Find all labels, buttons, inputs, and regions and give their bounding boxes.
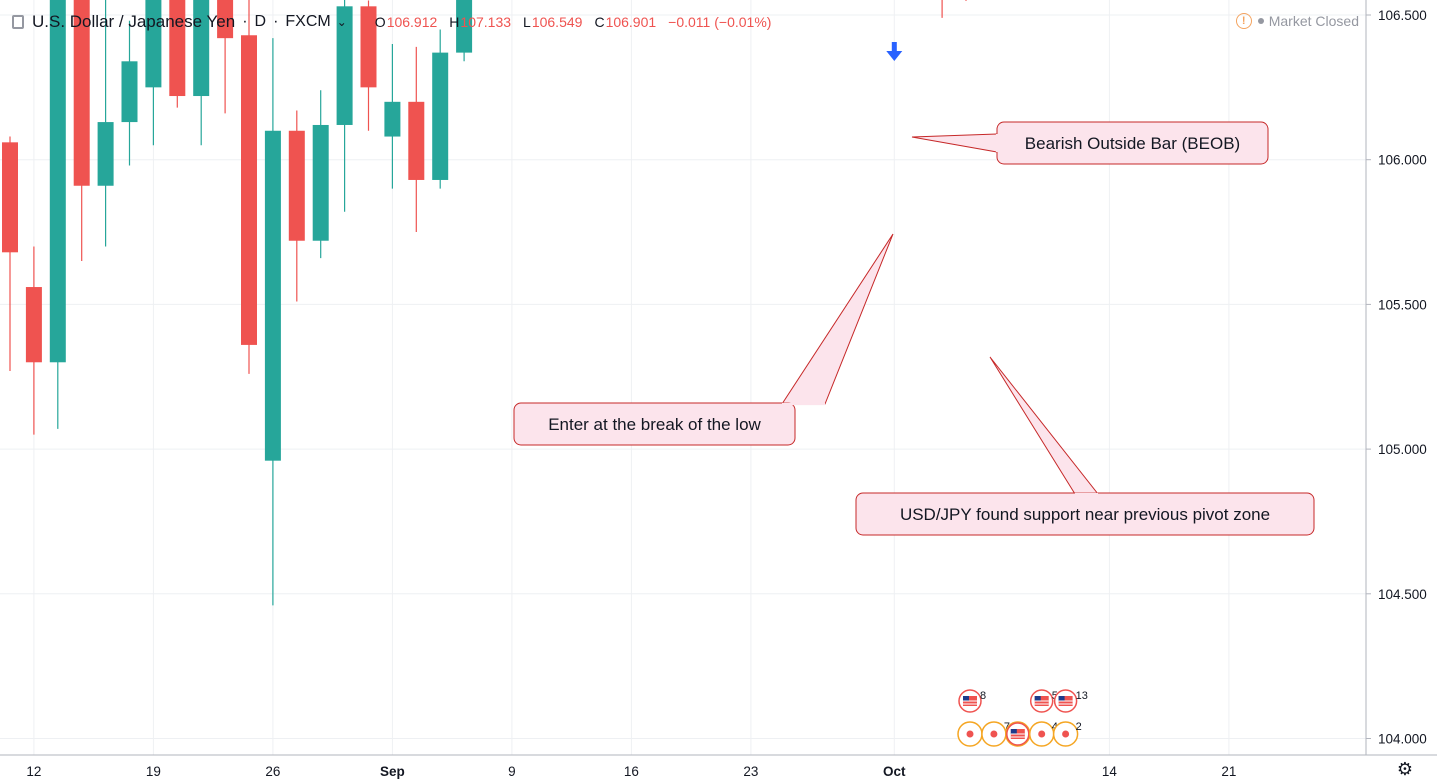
callout-pointer [989,356,1100,495]
grid-lines [0,0,1366,755]
candle-body [121,61,138,123]
callout-box [513,402,796,446]
close-value: 106.901 [605,14,657,30]
economic-events[interactable]: 8 5 13 7 4 2 [957,689,1088,747]
candle-body [432,52,449,180]
callout-pointer [911,133,998,153]
candles [2,0,967,606]
candle-body [217,0,234,39]
symbol-name[interactable]: U.S. Dollar / Japanese Yen [32,12,236,31]
x-tick-label: 19 [146,764,161,779]
y-tick-label: 104.000 [1378,732,1427,747]
candle-body [169,0,186,97]
status-dot-icon [1257,18,1264,24]
interval-label[interactable]: D [254,13,267,30]
low-value: 106.549 [531,14,583,30]
candle-body [336,6,353,125]
warning-icon: ! [1235,13,1252,29]
y-tick-label: 105.000 [1378,442,1427,457]
ohlc-values: O106.912 H107.133 L106.549 C106.901 −0.0… [374,14,772,30]
candle-body [2,142,18,253]
event-count: 8 [980,690,986,702]
callout-text: Bearish Outside Bar (BEOB) [1025,134,1240,153]
annotation-callout[interactable]: USD/JPY found support near previous pivo… [855,356,1315,536]
candle-body [264,130,281,461]
economic-event-other[interactable]: 2 [1052,721,1082,747]
candle-body [312,124,329,241]
economic-event-other[interactable]: 7 [981,721,1010,747]
arrow-down-icon [886,42,903,61]
open-value: 106.912 [386,14,438,30]
candle-body [145,0,162,88]
event-dot [990,730,998,738]
y-tick-label: 104.500 [1378,587,1427,602]
event-count: 13 [1076,690,1088,702]
us-flag-canton [1010,729,1017,734]
market-status[interactable]: ! Market Closed [1235,11,1359,31]
candle-body [288,130,305,241]
event-count: 2 [1076,721,1082,733]
candle-body [360,6,377,88]
candle-body [456,0,473,53]
high-value: 107.133 [460,14,512,30]
event-count: 4 [1052,721,1058,733]
us-flag-canton [963,696,969,701]
candle-body [73,0,90,186]
tradingview-logo-icon [10,14,26,30]
economic-event-other[interactable] [1005,721,1031,747]
y-tick-label: 106.000 [1378,153,1427,168]
event-count: 7 [1004,721,1010,733]
x-tick-label: 26 [265,764,280,779]
x-tick-label: 16 [624,764,639,779]
annotation-callout[interactable]: Bearish Outside Bar (BEOB) [911,121,1269,165]
economic-event-other[interactable] [957,721,983,747]
event-dot [1062,730,1070,738]
callout-text: USD/JPY found support near previous pivo… [900,505,1270,524]
callouts[interactable]: Bearish Outside Bar (BEOB) Enter at the b… [513,121,1315,536]
candle-body [408,101,425,180]
y-tick-label: 105.500 [1378,297,1427,312]
x-tick-label: 14 [1102,764,1118,779]
event-dot [966,730,974,738]
x-tick-label: 23 [743,764,758,779]
x-tick-label: 9 [508,764,516,779]
us-flag-canton [1034,696,1041,701]
economic-event-us[interactable]: 5 [1029,689,1058,713]
chevron-down-icon[interactable]: ⌄ [336,15,347,29]
economic-event-us[interactable]: 8 [958,689,986,713]
candle-body [241,35,257,345]
us-flag-canton [1058,696,1065,701]
candle-body [97,122,114,186]
x-tick-label: 12 [26,764,41,779]
candle-body [25,287,42,363]
y-tick-label: 106.500 [1378,8,1427,23]
event-dot [1038,730,1046,738]
down-arrow-marker [886,42,903,61]
economic-event-us[interactable]: 13 [1053,689,1088,713]
x-tick-label: Oct [883,764,906,779]
callout-pointer [781,233,894,405]
chart-header: U.S. Dollar / Japanese Yen · D · FXCM ⌄ … [10,10,771,34]
x-tick-label: 21 [1221,764,1236,779]
separator: · [242,13,248,30]
change-value: −0.011 (−0.01%) [668,14,772,30]
callout-text: Enter at the break of the low [548,415,761,434]
market-status-text: Market Closed [1268,13,1359,29]
exchange-label[interactable]: FXCM [285,13,331,30]
event-count: 5 [1052,690,1058,702]
candle-body [49,0,66,363]
annotation-callout[interactable]: Enter at the break of the low [513,233,894,446]
candle-body [193,0,210,97]
gear-icon[interactable]: ⚙ [1396,759,1414,779]
x-tick-label: Sep [380,764,405,779]
separator: · [273,13,279,30]
candle-body [384,101,401,137]
